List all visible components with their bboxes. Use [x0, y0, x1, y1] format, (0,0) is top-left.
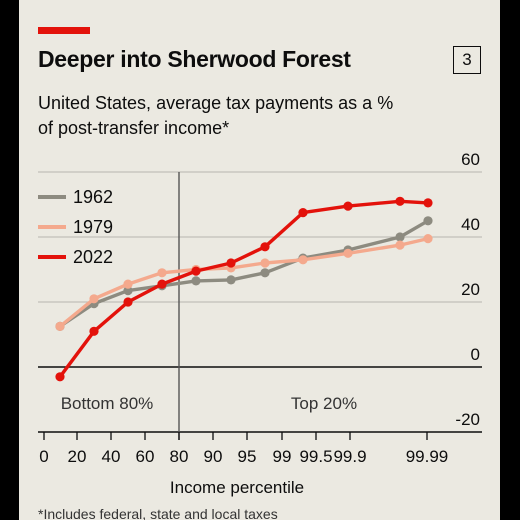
x-tick-label: 99.9	[333, 447, 366, 466]
legend-label-1962: 1962	[73, 187, 113, 207]
x-tick-label: 20	[68, 447, 87, 466]
data-point-1979	[55, 321, 65, 331]
y-tick-label: 20	[461, 280, 480, 299]
data-point-2022	[395, 196, 405, 206]
chart-card: Deeper into Sherwood Forest 3 United Sta…	[19, 0, 500, 520]
data-point-1979	[395, 240, 405, 250]
data-point-2022	[55, 372, 65, 382]
data-point-1979	[157, 268, 167, 278]
data-point-1979	[89, 294, 99, 304]
data-point-2022	[343, 201, 353, 211]
x-tick-label: 0	[39, 447, 48, 466]
y-tick-label: 40	[461, 215, 480, 234]
data-point-1962	[226, 275, 236, 285]
data-point-2022	[226, 258, 236, 268]
data-point-2022	[123, 297, 133, 307]
legend-label-1979: 1979	[73, 217, 113, 237]
data-point-2022	[89, 326, 99, 336]
legend-label-2022: 2022	[73, 247, 113, 267]
data-point-1979	[298, 255, 308, 265]
region-label-top-20: Top 20%	[291, 394, 357, 413]
data-point-2022	[298, 208, 308, 218]
data-point-1962	[395, 232, 405, 242]
x-tick-label: 90	[204, 447, 223, 466]
chart-title: Deeper into Sherwood Forest	[38, 46, 351, 72]
chart-subtitle: United States, average tax payments as a…	[38, 93, 394, 138]
data-point-1962	[260, 268, 270, 278]
data-point-1979	[123, 279, 133, 289]
x-tick-label: 99.99	[406, 447, 449, 466]
region-label-bottom-80: Bottom 80%	[61, 394, 154, 413]
data-point-1962	[423, 216, 433, 226]
data-point-2022	[260, 242, 270, 252]
data-point-1979	[343, 248, 353, 258]
x-axis-title: Income percentile	[170, 478, 304, 497]
y-tick-label: 60	[461, 150, 480, 169]
data-point-1962	[191, 276, 201, 286]
data-point-1979	[423, 234, 433, 244]
x-tick-label: 40	[102, 447, 121, 466]
data-point-2022	[157, 279, 167, 289]
x-tick-label: 99.5	[299, 447, 332, 466]
x-tick-label: 95	[238, 447, 257, 466]
x-tick-label: 99	[273, 447, 292, 466]
brand-red-tag	[38, 27, 90, 34]
data-point-1962	[123, 286, 133, 296]
chart-footnote: *Includes federal, state and local taxes	[38, 506, 278, 520]
data-point-1979	[260, 258, 270, 268]
y-tick-label: 0	[471, 345, 480, 364]
data-point-2022	[423, 198, 433, 208]
y-tick-label: -20	[455, 410, 480, 429]
x-tick-label: 80	[170, 447, 189, 466]
data-point-2022	[191, 266, 201, 276]
chart-number-badge: 3	[453, 46, 481, 74]
x-tick-label: 60	[136, 447, 155, 466]
